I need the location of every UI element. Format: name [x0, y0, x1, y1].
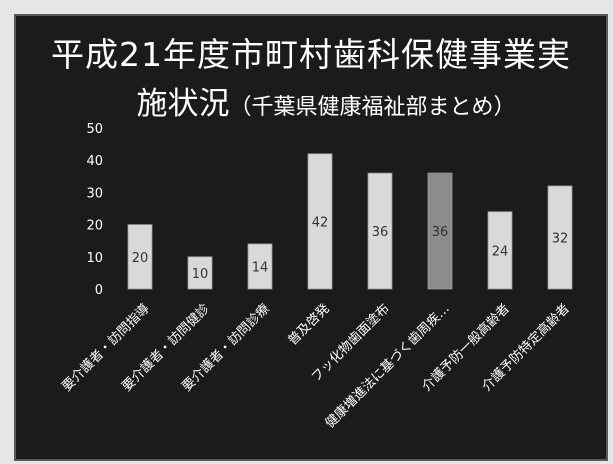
bar [487, 211, 513, 290]
bar [127, 224, 153, 290]
bars: 20 10 14 42 36 36 24 32 [127, 153, 573, 290]
slide-title-sub: （千葉県健康福祉部まとめ） [229, 95, 516, 120]
bar-value-label: 42 [312, 215, 329, 230]
y-tick-label: 0 [95, 283, 103, 298]
bar [547, 185, 573, 290]
bar-value-label: 32 [552, 231, 569, 246]
bar-value-label: 20 [132, 251, 149, 266]
y-tick-label: 30 [86, 186, 103, 201]
bar-value-label: 36 [432, 225, 449, 240]
bar-value-label: 36 [372, 225, 389, 240]
bar-value-label: 14 [252, 260, 269, 275]
bar-value-label: 10 [192, 267, 209, 282]
x-tick-label: 普及啓発 [285, 301, 332, 348]
slide-title-line2: 施状況（千葉県健康福祉部まとめ） [14, 78, 608, 123]
bar [427, 172, 453, 290]
x-tick-label: 健康増進法に基づく歯周疾… [322, 301, 453, 432]
bar [247, 243, 273, 290]
y-tick-label: 10 [86, 251, 103, 266]
bar [307, 153, 333, 290]
bar [367, 172, 393, 290]
y-tick-label: 50 [86, 122, 103, 137]
slide-title-line1: 平成21年度市町村歯科保健事業実 [51, 35, 571, 74]
y-tick-label: 40 [86, 154, 103, 169]
y-axis: 0 10 20 30 40 50 [86, 122, 103, 298]
slide-title-main: 施状況 [136, 86, 230, 122]
bar [187, 256, 213, 290]
y-tick-label: 20 [86, 219, 103, 234]
bar-value-label: 24 [492, 244, 509, 259]
